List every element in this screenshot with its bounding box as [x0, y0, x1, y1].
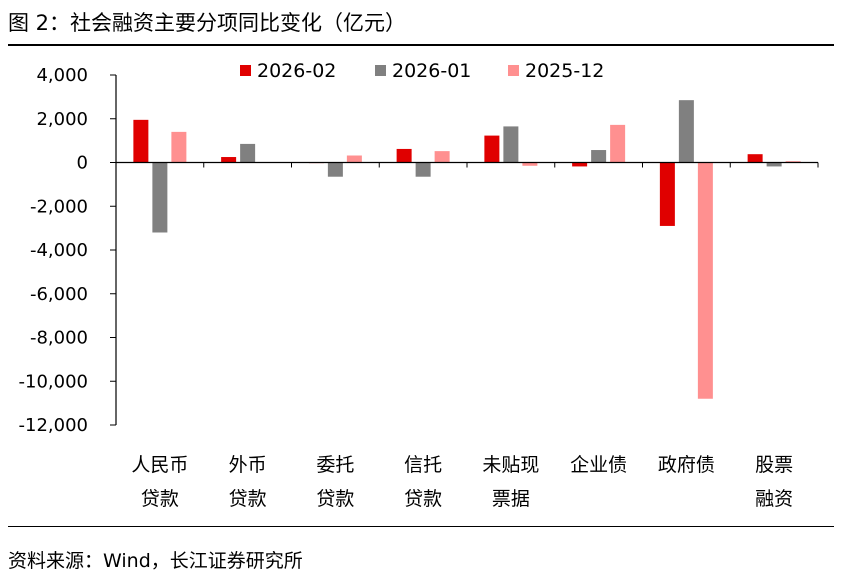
y-tick-label: 0 [77, 153, 88, 174]
bar-2025-12-4 [522, 162, 538, 166]
x-category-label: 政府债 [658, 454, 715, 476]
bar-2026-01-3 [415, 162, 431, 177]
bar-2026-02-0 [133, 119, 149, 163]
bar-2025-12-3 [434, 151, 450, 163]
bar-2026-01-7 [766, 162, 782, 167]
legend-label: 2026-01 [392, 60, 471, 82]
x-category-label: 贷款 [141, 488, 179, 510]
legend-swatch-2026-02 [240, 65, 251, 76]
bar-2026-01-4 [503, 126, 519, 163]
bar-2025-12-5 [610, 124, 626, 163]
bar-2026-02-5 [572, 162, 588, 167]
bar-2026-02-7 [747, 154, 763, 163]
bar-2026-02-1 [221, 157, 237, 163]
bars [133, 100, 801, 399]
x-category-label: 股票 [755, 454, 793, 476]
x-category-label: 外币 [229, 454, 267, 476]
y-tick-label: 2,000 [36, 109, 88, 130]
x-category-label: 贷款 [229, 488, 267, 510]
bar-2026-02-4 [484, 135, 500, 163]
legend-label: 2025-12 [525, 60, 604, 82]
y-tick-label: -12,000 [19, 415, 88, 436]
y-axis: 4,000 2,000 0 -2,000 -4,000 -6,000 -8,000 -10,0… [19, 65, 117, 436]
source-note: 资料来源：Wind，长江证券研究所 [8, 550, 303, 572]
bar-2025-12-0 [171, 131, 187, 163]
y-tick-label: -2,000 [30, 196, 88, 217]
x-category-label: 融资 [755, 488, 793, 510]
bar-2026-01-6 [678, 100, 694, 163]
y-tick-label: -6,000 [30, 284, 88, 305]
bar-2026-01-5 [591, 150, 607, 163]
legend-swatch-2025-12 [508, 65, 519, 76]
legend: 2026-02 2026-01 2025-12 [240, 60, 604, 82]
legend-label: 2026-02 [257, 60, 336, 82]
bar-2026-02-3 [396, 148, 412, 163]
bar-2026-01-2 [327, 162, 343, 177]
x-category-label: 委托 [316, 454, 354, 476]
legend-swatch-2026-01 [375, 65, 386, 76]
x-category-label: 企业债 [570, 454, 627, 476]
bar-2026-01-1 [240, 143, 256, 163]
bar-2025-12-2 [346, 155, 362, 163]
bar-2026-01-0 [152, 162, 168, 233]
y-tick-label: 4,000 [36, 65, 88, 86]
y-tick-label: -8,000 [30, 328, 88, 349]
x-category-label: 信托 [404, 454, 442, 476]
figure-title: 图 2：社会融资主要分项同比变化（亿元） [8, 11, 407, 35]
bar-2026-02-6 [659, 162, 675, 226]
x-category-label: 票据 [492, 488, 530, 510]
source-rule [8, 526, 834, 527]
y-tick-label: -10,000 [19, 371, 88, 392]
x-category-label: 贷款 [404, 488, 442, 510]
title-rule [8, 44, 834, 46]
x-category-label: 人民币 [131, 454, 188, 476]
y-tick-label: -4,000 [30, 240, 88, 261]
bar-2025-12-7 [785, 161, 801, 163]
x-category-label: 未贴现 [482, 454, 539, 476]
x-category-label: 贷款 [316, 488, 354, 510]
bar-2025-12-6 [697, 162, 713, 399]
